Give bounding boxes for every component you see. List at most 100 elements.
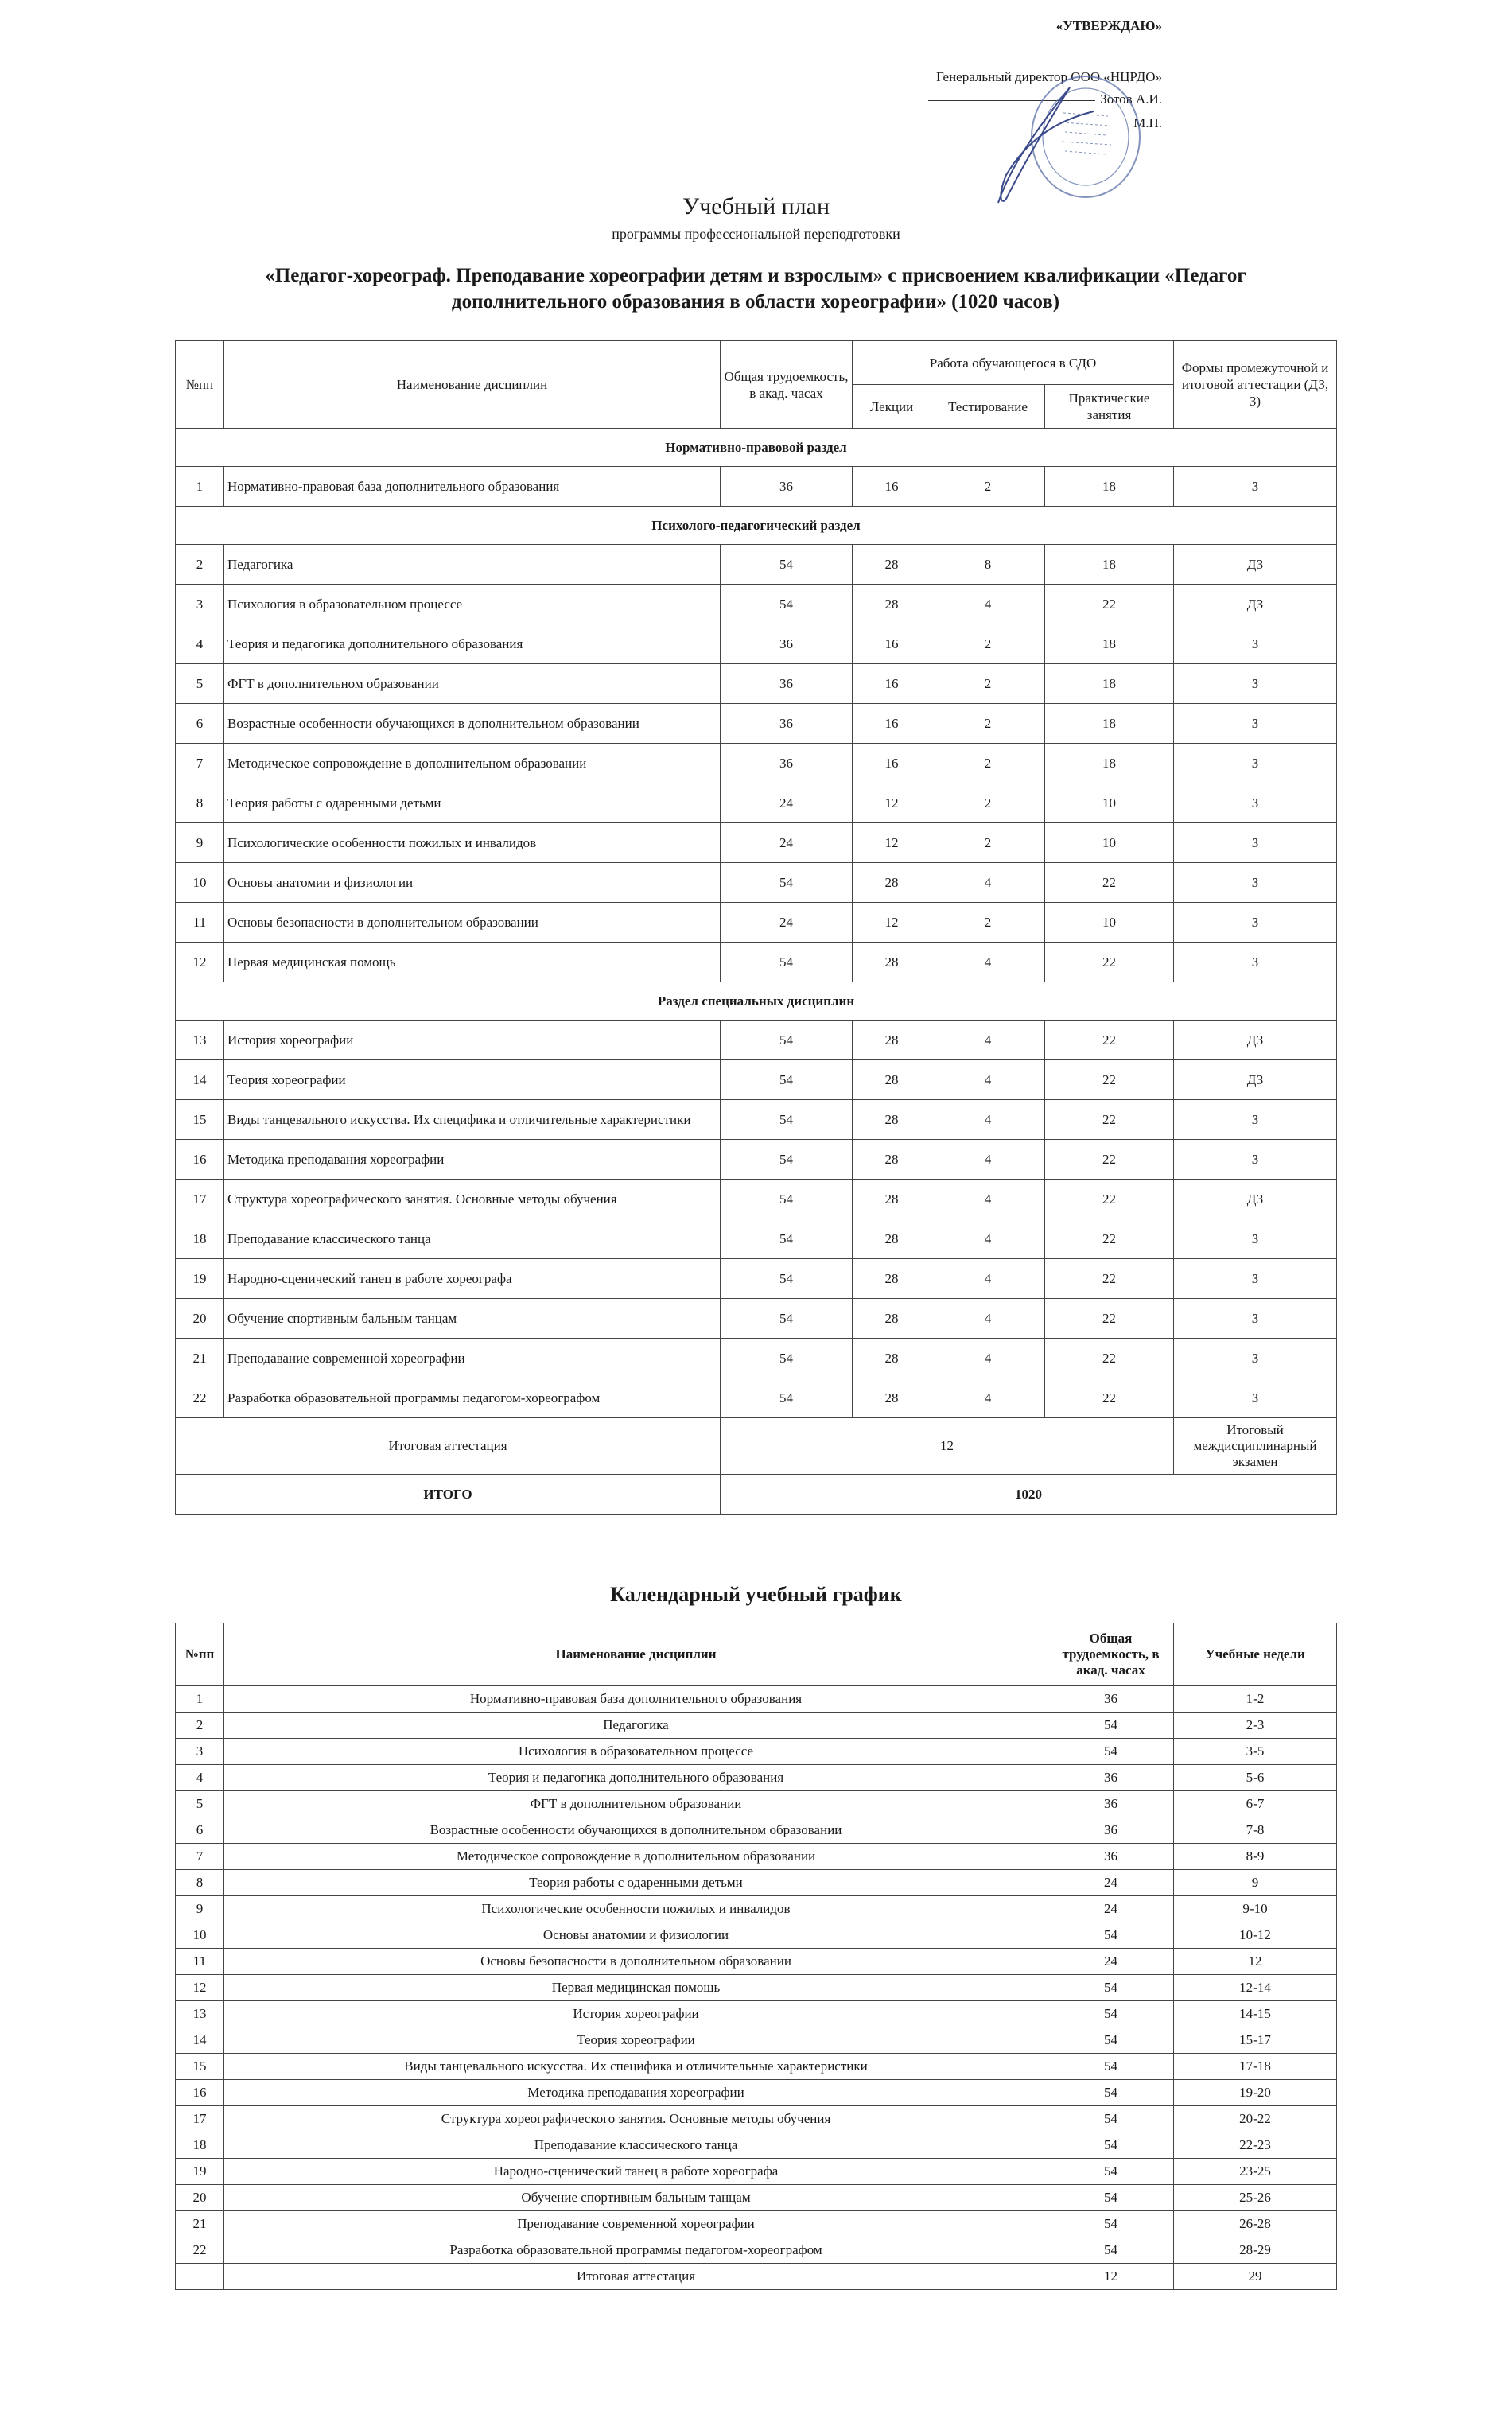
total-hours: 36 xyxy=(1048,1685,1174,1713)
practice-hours: 18 xyxy=(1044,624,1174,664)
lecture-hours: 16 xyxy=(852,663,931,704)
discipline-name: Теория и педагогика дополнительного обра… xyxy=(223,1764,1048,1791)
total-hours: 54 xyxy=(1048,2237,1174,2264)
row-number: 10 xyxy=(175,1922,224,1949)
table-row: 12 Первая медицинская помощь 54 28 4 22 З xyxy=(175,942,1337,982)
table-row: 1 Нормативно-правовая база дополнительног… xyxy=(175,466,1337,507)
total-hours: 54 xyxy=(720,862,853,903)
table-row: Итоговая аттестация 12 29 xyxy=(175,2263,1337,2290)
total-hours: 24 xyxy=(1048,1895,1174,1922)
total-hours: 36 xyxy=(1048,1843,1174,1870)
table-row: 13 История хореографии 54 14-15 xyxy=(175,2000,1337,2027)
study-weeks: 5-6 xyxy=(1173,1764,1337,1791)
testing-hours: 4 xyxy=(931,1139,1045,1180)
discipline-name: Виды танцевального искусства. Их специфи… xyxy=(223,1099,721,1140)
table-row: 8 Теория работы с одаренными детьми 24 9 xyxy=(175,1869,1337,1896)
testing-hours: 4 xyxy=(931,1099,1045,1140)
row-number: 12 xyxy=(175,942,224,982)
attestation-form: З xyxy=(1173,663,1337,704)
testing-hours: 4 xyxy=(931,1059,1045,1100)
discipline-name: Первая медицинская помощь xyxy=(223,942,721,982)
practice-hours: 22 xyxy=(1044,1378,1174,1418)
total-hours: 54 xyxy=(720,1099,853,1140)
total-hours: 24 xyxy=(1048,1948,1174,1975)
practice-hours: 18 xyxy=(1044,544,1174,585)
practice-hours: 22 xyxy=(1044,942,1174,982)
table-row: 14 Теория хореографии 54 15-17 xyxy=(175,2027,1337,2054)
header-practice: Практические занятия xyxy=(1044,384,1174,429)
testing-hours: 4 xyxy=(931,1258,1045,1299)
practice-hours: 22 xyxy=(1044,1099,1174,1140)
discipline-name: История хореографии xyxy=(223,2000,1048,2027)
table-row: 21 Преподавание современной хореографии 54… xyxy=(175,1338,1337,1378)
discipline-name: Психологические особенности пожилых и ин… xyxy=(223,822,721,863)
testing-hours: 4 xyxy=(931,1338,1045,1378)
attestation-form: З xyxy=(1173,1258,1337,1299)
row-number: 7 xyxy=(175,1843,224,1870)
table-row: 10 Основы анатомии и физиологии 54 10-12 xyxy=(175,1922,1337,1949)
practice-hours: 22 xyxy=(1044,1219,1174,1259)
discipline-name: Теория работы с одаренными детьми xyxy=(223,783,721,823)
total-hours: 36 xyxy=(720,624,853,664)
total-hours: 54 xyxy=(1048,2000,1174,2027)
section-row: Психолого-педагогический раздел xyxy=(175,506,1337,545)
discipline-name: Теория хореографии xyxy=(223,1059,721,1100)
stamp-outer-ring xyxy=(1031,76,1141,198)
final-label: Итоговая аттестация xyxy=(175,1417,721,1475)
practice-hours: 22 xyxy=(1044,1139,1174,1180)
row-number xyxy=(175,2263,224,2290)
study-weeks: 3-5 xyxy=(1173,1738,1337,1765)
study-weeks: 20-22 xyxy=(1173,2105,1337,2132)
lecture-hours: 28 xyxy=(852,584,931,624)
row-number: 17 xyxy=(175,1179,224,1219)
discipline-name: Обучение спортивным бальным танцам xyxy=(223,2184,1048,2211)
total-hours: 54 xyxy=(1048,2105,1174,2132)
table-row: 7 Методическое сопровождение в дополнител… xyxy=(175,743,1337,783)
study-weeks: 9-10 xyxy=(1173,1895,1337,1922)
table-row: 11 Основы безопасности в дополнительном о… xyxy=(175,1948,1337,1975)
discipline-name: Преподавание современной хореографии xyxy=(223,2210,1048,2237)
row-number: 15 xyxy=(175,1099,224,1140)
lecture-hours: 28 xyxy=(852,862,931,903)
table-row: 18 Преподавание классического танца 54 28 4 2… xyxy=(175,1219,1337,1259)
row-number: 20 xyxy=(175,2184,224,2211)
discipline-name: Народно-сценический танец в работе хорео… xyxy=(223,1258,721,1299)
practice-hours: 22 xyxy=(1044,584,1174,624)
table-row: 7 Методическое сопровождение в дополнител… xyxy=(175,1843,1337,1870)
seal-mark: М.П. xyxy=(1133,115,1162,130)
final-hours: 12 xyxy=(720,1417,1174,1475)
row-number: 3 xyxy=(175,1738,224,1765)
attestation-form: З xyxy=(1173,1298,1337,1339)
discipline-name: Первая медицинская помощь xyxy=(223,1974,1048,2001)
study-weeks: 10-12 xyxy=(1173,1922,1337,1949)
cal-header-name: Наименование дисциплин xyxy=(223,1623,1048,1686)
table-row: 5 ФГТ в дополнительном образовании 36 6-7 xyxy=(175,1790,1337,1817)
row-number: 7 xyxy=(175,743,224,783)
discipline-name: Методическое сопровождение в дополнитель… xyxy=(223,743,721,783)
practice-hours: 18 xyxy=(1044,663,1174,704)
discipline-name: Структура хореографического занятия. Осн… xyxy=(223,2105,1048,2132)
header-lectures: Лекции xyxy=(852,384,931,429)
table-row: 3 Психология в образовательном процессе 54… xyxy=(175,584,1337,624)
total-hours: 54 xyxy=(720,1378,853,1418)
total-hours: 24 xyxy=(1048,1869,1174,1896)
table-row: 19 Народно-сценический танец в работе хор… xyxy=(175,1258,1337,1299)
study-weeks: 8-9 xyxy=(1173,1843,1337,1870)
lecture-hours: 12 xyxy=(852,902,931,943)
header-num: №пп xyxy=(175,340,224,429)
signature-scribble xyxy=(997,87,1094,204)
testing-hours: 4 xyxy=(931,1179,1045,1219)
practice-hours: 22 xyxy=(1044,1258,1174,1299)
study-weeks: 29 xyxy=(1173,2263,1337,2290)
signature-line: Зотов А.И. xyxy=(928,91,1162,108)
total-hours: 54 xyxy=(1048,2079,1174,2106)
total-hours: 36 xyxy=(1048,1817,1174,1844)
attestation-form: ДЗ xyxy=(1173,584,1337,624)
discipline-name: Основы анатомии и физиологии xyxy=(223,862,721,903)
discipline-name: Методика преподавания хореографии xyxy=(223,1139,721,1180)
row-number: 11 xyxy=(175,902,224,943)
study-weeks: 12-14 xyxy=(1173,1974,1337,2001)
row-number: 11 xyxy=(175,1948,224,1975)
lecture-hours: 28 xyxy=(852,1378,931,1418)
row-number: 18 xyxy=(175,2132,224,2159)
